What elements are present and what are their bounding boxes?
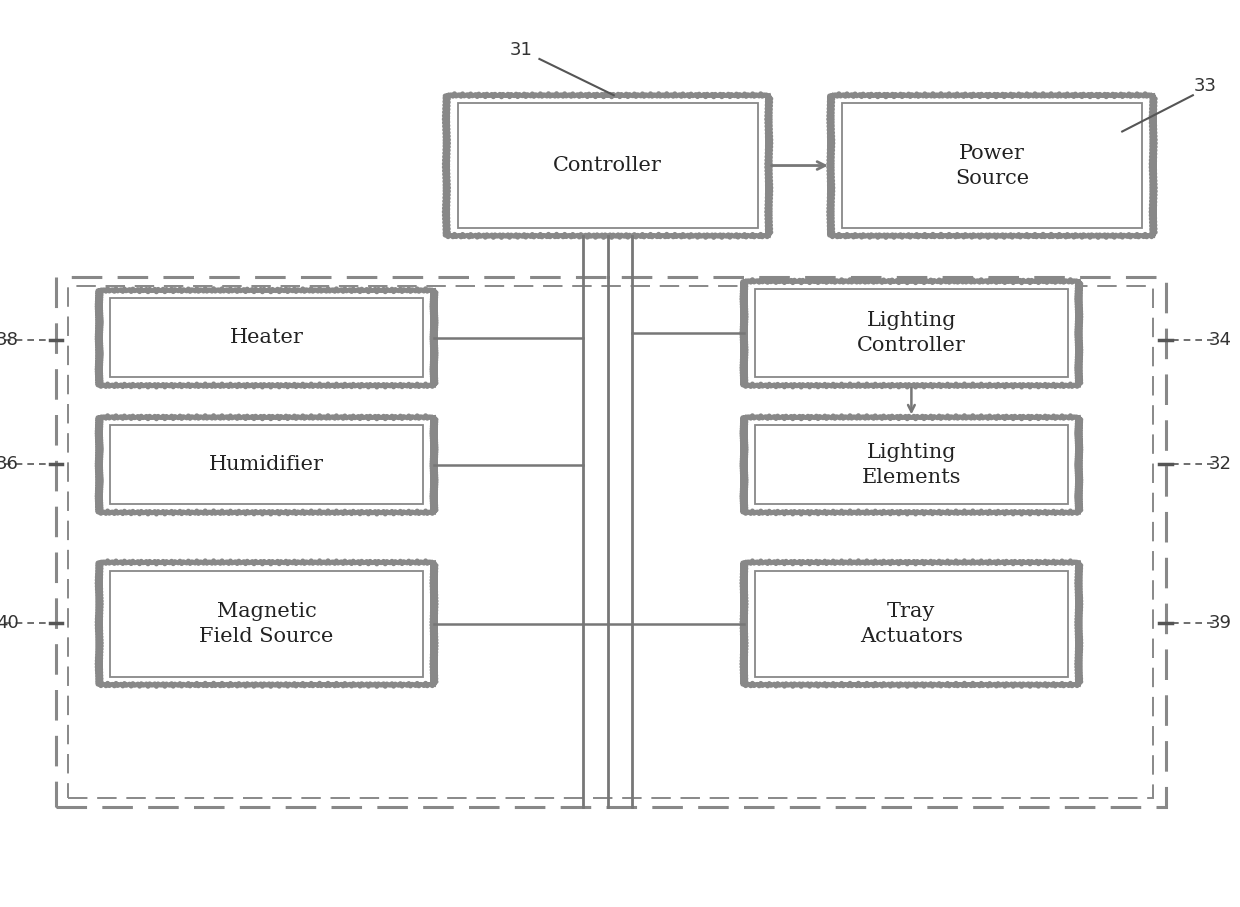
Text: Power
Source: Power Source xyxy=(955,143,1029,188)
Bar xyxy=(110,425,423,504)
Text: Heater: Heater xyxy=(229,328,304,347)
Text: Lighting
Elements: Lighting Elements xyxy=(862,443,961,487)
Bar xyxy=(56,277,1166,807)
Bar xyxy=(744,281,1079,385)
Bar xyxy=(755,425,1068,504)
Text: 38: 38 xyxy=(0,331,19,349)
Bar xyxy=(744,562,1079,685)
Bar xyxy=(831,95,1153,236)
Text: Humidifier: Humidifier xyxy=(210,455,324,474)
Bar xyxy=(744,417,1079,512)
Bar xyxy=(458,103,758,228)
Bar xyxy=(842,103,1142,228)
Text: Lighting
Controller: Lighting Controller xyxy=(857,311,966,356)
Text: 40: 40 xyxy=(0,614,19,632)
Text: 39: 39 xyxy=(1209,614,1233,632)
Bar xyxy=(99,417,434,512)
Bar xyxy=(755,571,1068,677)
Bar xyxy=(110,298,423,377)
Bar xyxy=(446,95,769,236)
Text: 32: 32 xyxy=(1209,455,1233,473)
Bar xyxy=(755,289,1068,377)
Text: Magnetic
Field Source: Magnetic Field Source xyxy=(200,601,334,646)
Text: Tray
Actuators: Tray Actuators xyxy=(859,601,963,646)
Text: 31: 31 xyxy=(510,41,532,59)
Text: 36: 36 xyxy=(0,455,19,473)
Text: Controller: Controller xyxy=(553,156,662,175)
Bar xyxy=(99,562,434,685)
Text: 34: 34 xyxy=(1209,331,1233,349)
Bar xyxy=(68,286,1153,798)
Text: 33: 33 xyxy=(1194,77,1216,95)
Bar xyxy=(110,571,423,677)
Bar xyxy=(99,290,434,385)
